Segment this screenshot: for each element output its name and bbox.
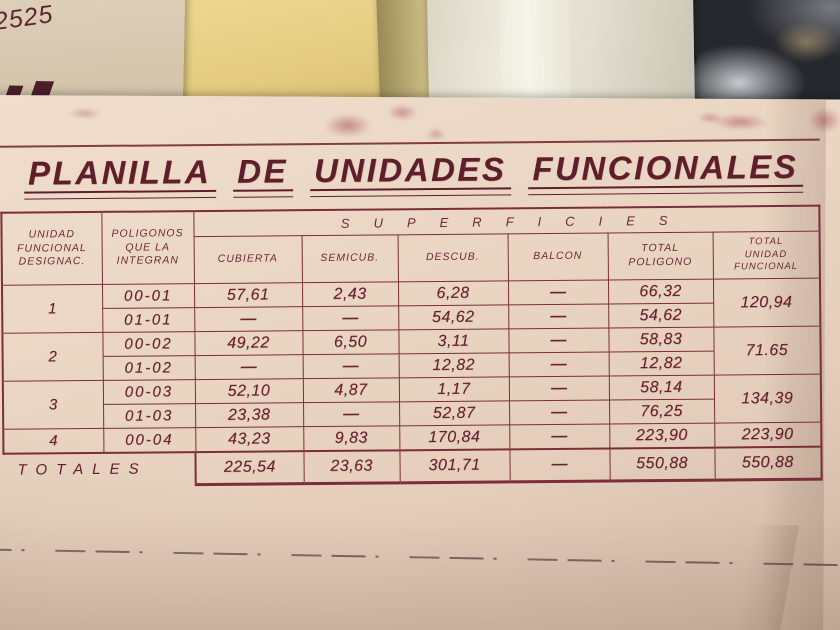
cell-descub: 3,11	[398, 328, 509, 354]
header-balcon: BALCON	[507, 233, 608, 281]
cell-unit: 4	[3, 428, 104, 454]
header-line: DESIGNAC.	[18, 255, 86, 268]
totals-row: TOTALES 225,54 23,63 301,71 — 550,88 550…	[3, 446, 822, 487]
document-sheet: PLANILLA DE UNIDADES FUNCIONALES UNIDAD …	[0, 95, 840, 630]
cell-balcon: —	[509, 399, 610, 425]
title-word: FUNCIONALES	[530, 148, 800, 195]
dashed-separator-line	[0, 548, 840, 566]
header-descub: DESCUB.	[397, 233, 508, 282]
cell-poligono: 01-03	[103, 403, 196, 429]
cell-descub: 12,82	[398, 352, 509, 378]
cell-total-cubierta: 225,54	[195, 451, 304, 485]
cell-descub: 52,87	[399, 400, 510, 426]
header-line: POLIGONOS	[111, 227, 184, 240]
cell-cubierta: —	[194, 354, 303, 380]
cell-balcon: —	[508, 375, 610, 401]
cell-total-poligono: 58,14	[608, 375, 715, 400]
header-unidad-funcional: UNIDAD FUNCIONAL DESIGNAC.	[1, 211, 102, 286]
cell-total-poligono: 223,90	[609, 423, 715, 449]
cell-poligono: 00-03	[102, 379, 196, 405]
header-semicub: SEMICUB.	[301, 234, 398, 283]
cell-semicub: —	[302, 353, 399, 379]
totals-label: TOTALES	[3, 452, 196, 487]
cell-semicub: 4,87	[302, 377, 400, 403]
title-word: UNIDADES	[312, 150, 509, 197]
header-total-unidad: TOTAL UNIDAD FUNCIONAL	[712, 231, 820, 280]
cell-cubierta: 49,22	[194, 330, 303, 356]
cell-total-poligono: 54,62	[608, 303, 714, 328]
cell-poligono: 00-04	[103, 427, 196, 453]
functional-units-table: UNIDAD FUNCIONAL DESIGNAC. POLIGONOS QUE…	[0, 205, 822, 488]
cell-descub: 1,17	[398, 376, 510, 402]
cell-total-balcon: —	[509, 448, 610, 482]
cell-unit: 2	[2, 332, 103, 382]
cell-semicub: 2,43	[301, 281, 399, 307]
header-total-poligono: TOTAL POLIGONO	[607, 232, 713, 281]
cell-cubierta: 57,61	[193, 282, 303, 308]
cell-semicub: 6,50	[302, 329, 399, 355]
cell-total-poligono: 550,88	[609, 447, 715, 481]
cell-balcon: —	[507, 280, 609, 305]
cell-total-unidad: 550,88	[714, 446, 822, 481]
cell-total-unidad: 134,39	[713, 374, 822, 424]
cell-total-semicub: 23,63	[303, 450, 400, 484]
cell-semicub: —	[303, 401, 400, 427]
cell-semicub: —	[302, 305, 399, 331]
header-poligonos: POLIGONOS QUE LA INTEGRAN	[101, 211, 194, 285]
page-title: PLANILLA DE UNIDADES FUNCIONALES	[0, 144, 820, 210]
cell-cubierta: 52,10	[194, 378, 304, 404]
paper-fold-highlight	[498, 0, 572, 114]
cell-poligono: 01-02	[102, 355, 195, 381]
ink-stain	[54, 102, 115, 125]
cell-total-poligono: 66,32	[607, 279, 714, 304]
cell-poligono: 00-01	[101, 283, 195, 309]
cell-poligono: 01-01	[102, 307, 195, 333]
header-line: FUNCIONAL	[17, 241, 87, 255]
cell-balcon: —	[508, 327, 609, 353]
cell-descub: 6,28	[397, 280, 509, 306]
header-line: UNIDAD	[28, 228, 75, 241]
header-line: TOTAL	[748, 236, 784, 248]
header-line: POLIGONO	[628, 255, 693, 269]
header-cubierta: CUBIERTA	[193, 235, 302, 284]
title-word: PLANILLA	[26, 153, 214, 200]
cell-total-unidad: 120,94	[712, 278, 821, 328]
cell-descub: 54,62	[398, 304, 509, 330]
cell-total-poligono: 76,25	[609, 399, 715, 424]
title-word: DE	[235, 152, 290, 197]
cell-total-descub: 301,71	[399, 449, 510, 483]
cell-cubierta: 43,23	[195, 426, 304, 453]
cell-balcon: —	[508, 303, 609, 329]
cell-balcon: —	[508, 351, 609, 377]
cell-total-poligono: 12,82	[608, 351, 714, 376]
cell-total-unidad: 71.65	[713, 326, 821, 376]
cell-poligono: 00-02	[102, 331, 195, 357]
cell-total-unidad: 223,90	[714, 422, 822, 448]
cell-cubierta: 23,38	[195, 402, 304, 428]
cell-semicub: 9,83	[303, 425, 400, 452]
cell-unit: 3	[2, 380, 104, 430]
cell-descub: 170,84	[399, 424, 510, 451]
header-line: INTEGRAN	[116, 254, 179, 268]
cell-unit: 1	[1, 284, 103, 334]
sheet-content: PLANILLA DE UNIDADES FUNCIONALES UNIDAD …	[0, 138, 823, 488]
header-line: QUE LA	[125, 240, 170, 254]
note-number: -2525	[0, 0, 56, 38]
header-line: FUNCIONAL	[734, 261, 799, 273]
header-line: UNIDAD	[744, 248, 788, 261]
header-line: TOTAL	[641, 242, 680, 255]
cell-balcon: —	[509, 423, 610, 450]
cell-cubierta: —	[194, 306, 303, 332]
cell-total-poligono: 58,83	[608, 327, 714, 352]
